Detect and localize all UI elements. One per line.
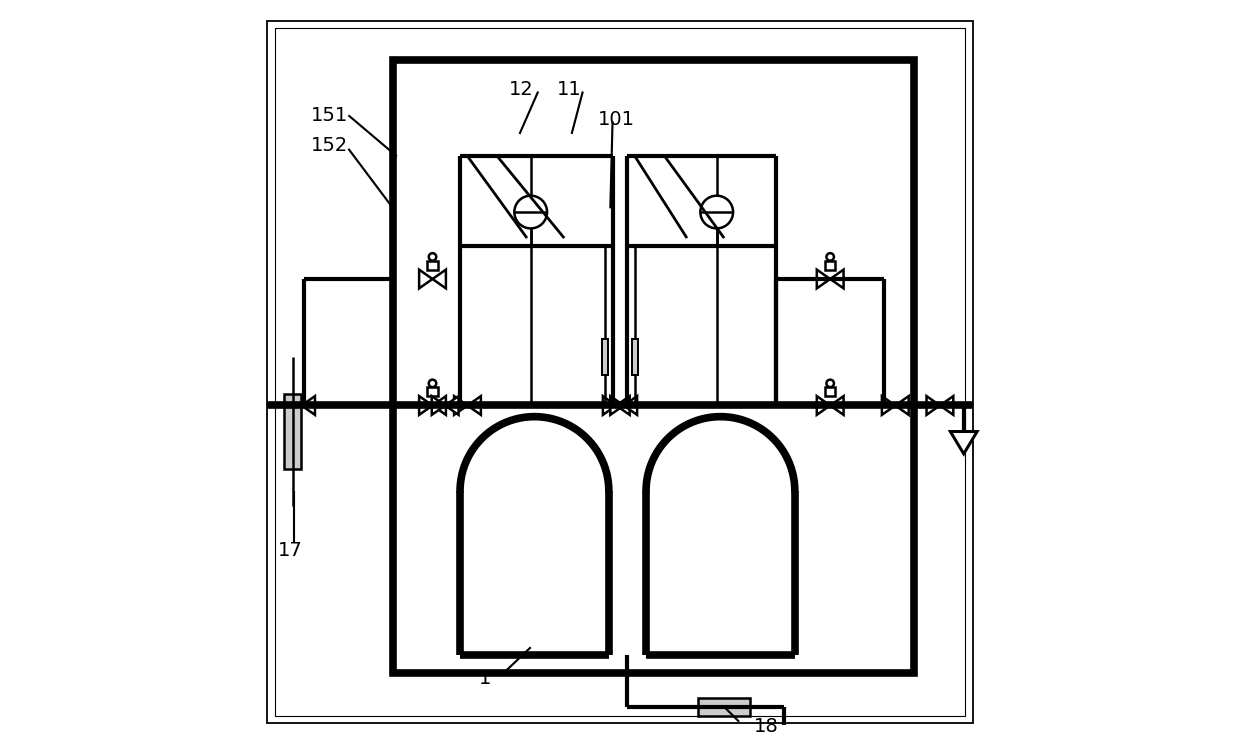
Polygon shape <box>419 396 433 415</box>
Polygon shape <box>817 269 831 289</box>
Circle shape <box>701 196 733 228</box>
Polygon shape <box>419 269 433 289</box>
Text: 12: 12 <box>508 80 533 99</box>
Bar <box>284 394 301 469</box>
Text: 1: 1 <box>479 669 491 688</box>
Polygon shape <box>433 396 446 415</box>
Polygon shape <box>467 396 481 415</box>
Text: 18: 18 <box>754 717 779 737</box>
Circle shape <box>826 379 835 387</box>
Bar <box>601 339 609 375</box>
Polygon shape <box>817 396 831 415</box>
Text: 101: 101 <box>598 109 635 129</box>
Polygon shape <box>926 396 940 415</box>
Polygon shape <box>610 396 624 415</box>
Polygon shape <box>301 396 315 415</box>
Circle shape <box>429 253 436 260</box>
Text: 17: 17 <box>278 541 303 560</box>
Polygon shape <box>624 396 637 415</box>
Polygon shape <box>433 269 446 289</box>
Polygon shape <box>950 432 977 454</box>
Polygon shape <box>445 396 459 415</box>
Polygon shape <box>882 396 895 415</box>
Polygon shape <box>616 396 630 415</box>
Polygon shape <box>895 396 909 415</box>
Polygon shape <box>454 396 467 415</box>
Text: 151: 151 <box>311 106 348 125</box>
Text: 152: 152 <box>311 135 348 155</box>
Bar <box>825 261 836 269</box>
Polygon shape <box>603 396 616 415</box>
Circle shape <box>515 196 547 228</box>
Circle shape <box>826 253 835 260</box>
Bar <box>393 60 914 673</box>
Polygon shape <box>831 269 843 289</box>
Bar <box>428 261 438 269</box>
Bar <box>631 339 639 375</box>
Bar <box>825 388 836 396</box>
Bar <box>698 698 750 716</box>
Text: 11: 11 <box>557 80 582 99</box>
Bar <box>428 388 438 396</box>
Polygon shape <box>940 396 954 415</box>
Polygon shape <box>432 396 445 415</box>
Polygon shape <box>831 396 843 415</box>
Circle shape <box>429 379 436 387</box>
Polygon shape <box>288 396 301 415</box>
